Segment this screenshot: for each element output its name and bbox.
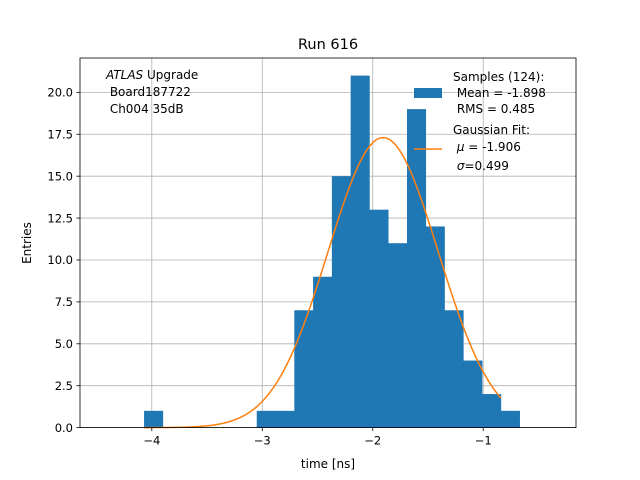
legend-samples-title: Samples (124):	[453, 70, 544, 84]
y-tick-label-4: 10.0	[47, 253, 73, 267]
sigma-symbol: σ	[457, 159, 465, 173]
histogram-bar-14	[406, 109, 427, 428]
y-axis-ticks: 0.0 2.5 5.0 7.5 10.0 12.5 15.0 17.5 20.0	[47, 86, 80, 435]
y-tick-label-6: 15.0	[47, 169, 73, 183]
legend-fit-sigma: σ=0.499	[453, 159, 509, 173]
atlas-label: ATLAS	[105, 68, 144, 82]
annotation-board: Board187722	[106, 85, 191, 99]
histogram-bar-18	[482, 394, 502, 428]
legend-samples-swatch	[414, 88, 442, 98]
y-tick-label-3: 7.5	[55, 295, 73, 309]
y-tick-label-5: 12.5	[47, 211, 73, 225]
histogram-bar-17	[463, 360, 483, 428]
histogram-bars	[144, 75, 520, 428]
sigma-value: =0.499	[464, 159, 508, 173]
x-tick-label-2: −2	[364, 434, 381, 448]
y-axis-label: Entries	[20, 222, 34, 264]
mu-value: = -1.906	[464, 140, 520, 154]
histogram-bar-9	[313, 276, 333, 428]
legend: Samples (124): Mean = -1.898 RMS = 0.485…	[414, 70, 546, 173]
histogram-bar-12	[369, 209, 389, 428]
x-tick-label-0: −4	[143, 434, 160, 448]
histogram-bar-13	[388, 243, 408, 428]
histogram-bar-15	[425, 226, 445, 428]
x-axis-label: time [ns]	[301, 457, 355, 471]
run-annotation: ATLAS Upgrade Board187722 Ch004 35dB	[105, 68, 198, 116]
gaussian-fit-line	[144, 136, 502, 429]
histogram-bar-8	[294, 310, 314, 428]
annotation-line-1: ATLAS Upgrade	[105, 68, 198, 82]
histogram-bar-19	[500, 410, 520, 428]
histogram-bar-11	[350, 75, 370, 428]
y-tick-label-8: 20.0	[47, 86, 73, 100]
y-tick-label-0: 0.0	[55, 421, 73, 435]
histogram-bar-10	[331, 176, 351, 428]
upgrade-label: Upgrade	[143, 68, 198, 82]
legend-fit-title: Gaussian Fit:	[453, 123, 530, 137]
histogram-bar-0	[144, 410, 164, 428]
histogram-bar-6	[256, 410, 276, 428]
y-tick-label-1: 2.5	[55, 379, 73, 393]
plot-frame	[79, 57, 577, 429]
mu-symbol: μ	[456, 140, 465, 154]
histogram-bar-16	[444, 310, 464, 428]
histogram-bar-7	[275, 410, 295, 428]
legend-fit-mu: μ = -1.906	[453, 140, 521, 154]
y-tick-label-2: 5.0	[55, 337, 73, 351]
chart-title: Run 616	[298, 37, 358, 53]
legend-samples-mean: Mean = -1.898	[453, 86, 546, 100]
x-tick-label-1: −3	[254, 434, 271, 448]
annotation-channel: Ch004 35dB	[106, 102, 184, 116]
x-tick-label-3: −1	[475, 434, 492, 448]
x-axis-ticks: −4 −3 −2 −1	[143, 427, 492, 448]
y-tick-label-7: 17.5	[47, 127, 73, 141]
legend-samples-rms: RMS = 0.485	[453, 102, 535, 116]
